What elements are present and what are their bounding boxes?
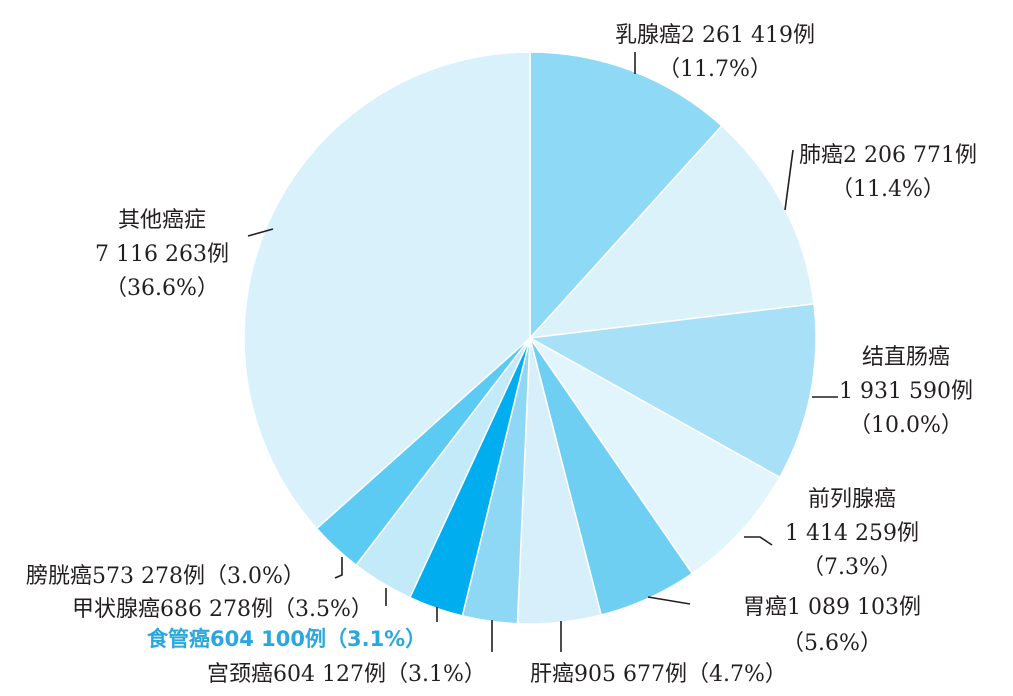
leader-line-4 xyxy=(647,596,691,605)
pie-slice-3 xyxy=(529,337,781,575)
slice-label-line: 7 116 263例 xyxy=(95,242,229,267)
slice-labels: 乳腺癌2 261 419例 （11.7%） 肺癌2 206 771例 （11.4%） 结… xyxy=(26,23,977,687)
slice-label-line: 食管癌604 100例（3.1%） xyxy=(147,627,426,651)
slice-label-line: 膀胱癌573 278例（3.0%） xyxy=(26,564,305,589)
slice-label-line: 1 931 590例 xyxy=(839,379,973,404)
slice-label-3: 前列腺癌 1 414 259例 （7.3%） xyxy=(785,487,919,580)
slice-label-line: 前列腺癌 xyxy=(808,487,896,512)
leader-line-10 xyxy=(247,228,274,237)
slice-label-line: （11.7%） xyxy=(658,57,772,82)
slice-label-line: （7.3%） xyxy=(802,555,902,580)
pie-slice-0 xyxy=(529,51,723,340)
slice-label-line: 乳腺癌2 261 419例 xyxy=(615,23,815,48)
pie-slices xyxy=(243,51,817,625)
slice-label-line: 肺癌2 206 771例 xyxy=(799,143,977,168)
slice-label-9: 膀胱癌573 278例（3.0%） xyxy=(26,564,305,589)
pie-slice-2 xyxy=(527,303,817,479)
leader-line-3 xyxy=(744,536,773,546)
slice-label-4: 胃癌1 089 103例 （5.6%） xyxy=(743,595,921,656)
slice-label-line: 其他癌症 xyxy=(118,208,206,233)
slice-label-0: 乳腺癌2 261 419例 （11.7%） xyxy=(615,23,815,82)
slice-label-10: 其他癌症 7 116 263例 （36.6%） xyxy=(95,208,229,301)
slice-label-line: 甲状腺癌686 278例（3.5%） xyxy=(72,597,373,622)
slice-label-line: （5.6%） xyxy=(782,631,882,656)
slice-label-8: 甲状腺癌686 278例（3.5%） xyxy=(72,597,373,622)
slice-label-7: 食管癌604 100例（3.1%） xyxy=(147,627,426,651)
slice-label-line: （10.0%） xyxy=(849,413,963,438)
leader-line-9 xyxy=(334,557,343,579)
pie-slice-1 xyxy=(528,124,815,339)
slice-label-line: 肝癌905 677例（4.7%） xyxy=(530,662,787,687)
slice-label-6: 宫颈癌604 127例（3.1%） xyxy=(207,662,486,687)
slice-label-1: 肺癌2 206 771例 （11.4%） xyxy=(799,143,977,202)
slice-label-line: 胃癌1 089 103例 xyxy=(743,595,921,620)
leader-line-1 xyxy=(784,149,794,211)
slice-label-line: 结直肠癌 xyxy=(862,345,950,370)
slice-label-5: 肝癌905 677例（4.7%） xyxy=(530,662,787,687)
slice-label-line: 宫颈癌604 127例（3.1%） xyxy=(207,662,486,687)
pie-slice-10 xyxy=(243,51,531,530)
slice-label-line: （36.6%） xyxy=(105,276,219,301)
slice-label-2: 结直肠癌 1 931 590例 （10.0%） xyxy=(839,345,973,438)
slice-label-line: （11.4%） xyxy=(831,177,945,202)
slice-label-line: 1 414 259例 xyxy=(785,521,919,546)
